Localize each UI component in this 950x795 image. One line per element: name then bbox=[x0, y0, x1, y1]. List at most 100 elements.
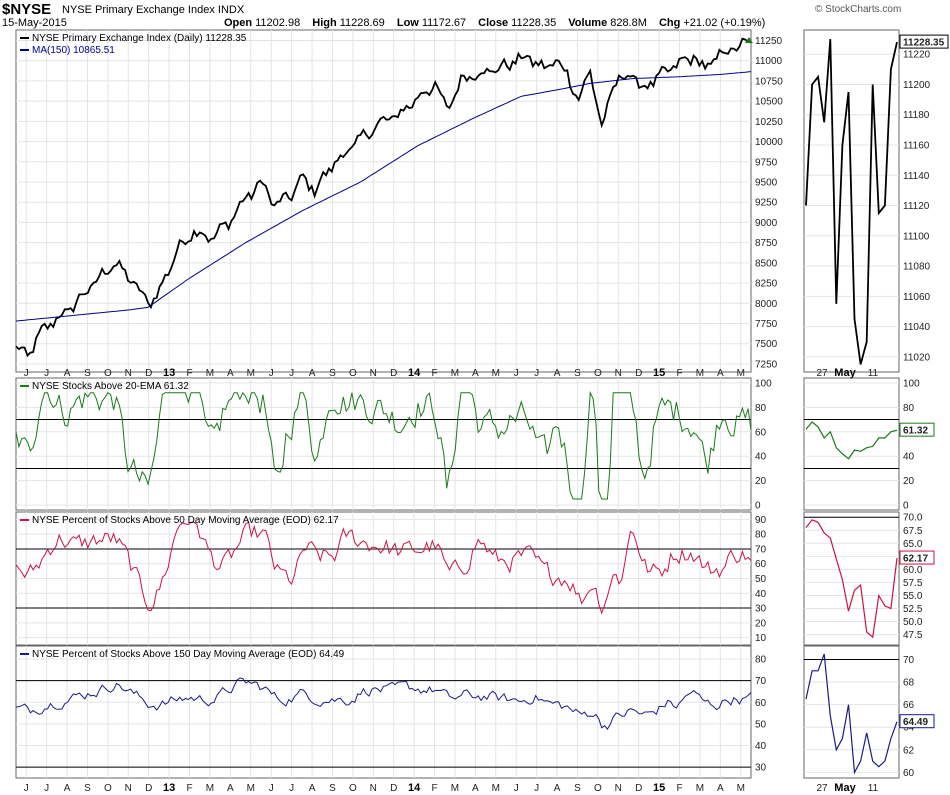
x-month-label: S bbox=[574, 783, 581, 794]
zoom-y-tick-label: 62 bbox=[903, 745, 915, 756]
x-month-label: D bbox=[145, 783, 152, 794]
y-tick-label: 11250 bbox=[755, 36, 783, 47]
y-tick-label: 70 bbox=[755, 676, 767, 687]
close-value: 11228.35 bbox=[511, 17, 557, 29]
zoom-y-tick-label: 11020 bbox=[903, 352, 931, 363]
zoom-y-tick-label: 11200 bbox=[903, 80, 931, 91]
y-tick-label: 8250 bbox=[755, 279, 778, 290]
chart-symbol: $NYSE bbox=[2, 1, 52, 18]
chart-date: 15-May-2015 bbox=[2, 17, 67, 29]
x-month-label: J bbox=[534, 783, 539, 794]
x-month-label: D bbox=[390, 368, 397, 379]
zoom-y-tick-label: 11140 bbox=[903, 171, 930, 182]
legend-label: NYSE Percent of Stocks Above 50 Day Movi… bbox=[32, 515, 339, 526]
x-month-label: A bbox=[64, 368, 71, 379]
x-month-label: A bbox=[717, 783, 724, 794]
volume-value: 828.8M bbox=[610, 17, 647, 29]
y-tick-label: 7750 bbox=[755, 319, 778, 330]
zoom-y-tick-label: 11220 bbox=[903, 50, 931, 61]
panel-frame-ma150pct bbox=[15, 645, 752, 779]
zoom-x-label: May bbox=[834, 367, 856, 379]
x-month-label: M bbox=[492, 783, 500, 794]
zoom-y-tick-label: 50.0 bbox=[903, 617, 923, 628]
y-tick-label: 40 bbox=[755, 589, 767, 600]
zoom-frame-ma150pct bbox=[803, 645, 900, 779]
zoom-x-label: 27 bbox=[816, 783, 828, 794]
x-month-label: M bbox=[737, 783, 745, 794]
x-month-label: A bbox=[227, 783, 234, 794]
x-month-label: J bbox=[514, 368, 519, 379]
x-month-label: F bbox=[186, 368, 192, 379]
series-line-ema20-0 bbox=[15, 390, 752, 500]
x-month-label: J bbox=[269, 368, 274, 379]
y-tick-label: 50 bbox=[755, 719, 767, 730]
zoom-y-tick-label: 11180 bbox=[903, 110, 930, 121]
x-month-label: A bbox=[309, 783, 316, 794]
x-month-label: A bbox=[309, 368, 316, 379]
x-month-label: A bbox=[227, 368, 234, 379]
x-month-label: M bbox=[206, 368, 214, 379]
x-month-label: J bbox=[44, 783, 49, 794]
y-tick-label: 80 bbox=[755, 530, 767, 541]
x-month-label: S bbox=[574, 368, 581, 379]
zoom-y-tick-label: 40 bbox=[903, 452, 915, 463]
y-tick-label: 9750 bbox=[755, 157, 778, 168]
zoom-series-line-price bbox=[805, 39, 898, 365]
x-month-label: O bbox=[349, 783, 357, 794]
y-tick-label: 8000 bbox=[755, 299, 778, 310]
series-line-price-0 bbox=[15, 37, 752, 358]
high-value: 11228.69 bbox=[339, 17, 385, 29]
x-month-label: M bbox=[696, 368, 704, 379]
zoom-series-line-ema20 bbox=[805, 421, 898, 460]
y-tick-label: 40 bbox=[755, 452, 767, 463]
x-month-label: D bbox=[390, 783, 397, 794]
legend-label: NYSE Percent of Stocks Above 150 Day Mov… bbox=[32, 649, 345, 660]
x-month-label: O bbox=[349, 368, 357, 379]
zoom-y-tick-label: 68 bbox=[903, 678, 915, 689]
y-tick-label: 30 bbox=[755, 604, 767, 615]
x-month-label: O bbox=[104, 783, 112, 794]
low-value: 11172.67 bbox=[421, 17, 467, 29]
brand-logo: © StockCharts.com bbox=[815, 4, 902, 15]
x-month-label: J bbox=[289, 368, 294, 379]
y-tick-label: 0 bbox=[755, 501, 761, 512]
last-value-tag bbox=[899, 34, 949, 49]
x-month-label: F bbox=[431, 368, 437, 379]
y-tick-label: 10 bbox=[755, 633, 767, 644]
zoom-y-tick-label: 11160 bbox=[903, 141, 930, 152]
zoom-y-tick-label: 11060 bbox=[903, 292, 931, 303]
x-month-label: S bbox=[84, 368, 91, 379]
y-tick-label: 60 bbox=[755, 559, 767, 570]
zoom-y-tick-label: 20 bbox=[903, 476, 915, 487]
zoom-y-tick-label: 11040 bbox=[903, 322, 931, 333]
zoom-y-tick-label: 11100 bbox=[903, 231, 930, 242]
zoom-y-tick-label: 64 bbox=[903, 723, 915, 734]
y-tick-label: 90 bbox=[755, 515, 767, 526]
y-tick-label: 60 bbox=[755, 698, 767, 709]
x-month-label: J bbox=[24, 783, 29, 794]
x-month-label: M bbox=[696, 783, 704, 794]
zoom-y-tick-label: 60 bbox=[903, 768, 915, 779]
y-tick-label: 9250 bbox=[755, 198, 778, 209]
x-month-label: M bbox=[206, 783, 214, 794]
zoom-y-tick-label: 11120 bbox=[903, 201, 930, 212]
legend-label: NYSE Stocks Above 20-EMA 61.32 bbox=[32, 381, 189, 392]
x-month-label: A bbox=[554, 783, 561, 794]
y-tick-label: 60 bbox=[755, 427, 767, 438]
x-month-label: N bbox=[615, 783, 622, 794]
last-value-label: 61.32 bbox=[903, 426, 928, 437]
x-month-label: J bbox=[24, 368, 29, 379]
zoom-y-tick-label: 57.5 bbox=[903, 578, 923, 589]
panel-frame-price bbox=[15, 29, 752, 373]
zoom-y-tick-label: 70 bbox=[903, 655, 915, 666]
x-month-label: F bbox=[676, 368, 682, 379]
x-month-label: J bbox=[289, 783, 294, 794]
x-month-label: M bbox=[451, 368, 459, 379]
chg-value: +21.02 (+0.19%) bbox=[683, 17, 766, 29]
x-month-label: N bbox=[125, 368, 132, 379]
y-tick-label: 7250 bbox=[755, 359, 778, 370]
legend-label: NYSE Primary Exchange Index (Daily) 1122… bbox=[32, 33, 247, 44]
zoom-frame-ema20 bbox=[803, 377, 900, 511]
zoom-x-label: 11 bbox=[868, 783, 879, 794]
